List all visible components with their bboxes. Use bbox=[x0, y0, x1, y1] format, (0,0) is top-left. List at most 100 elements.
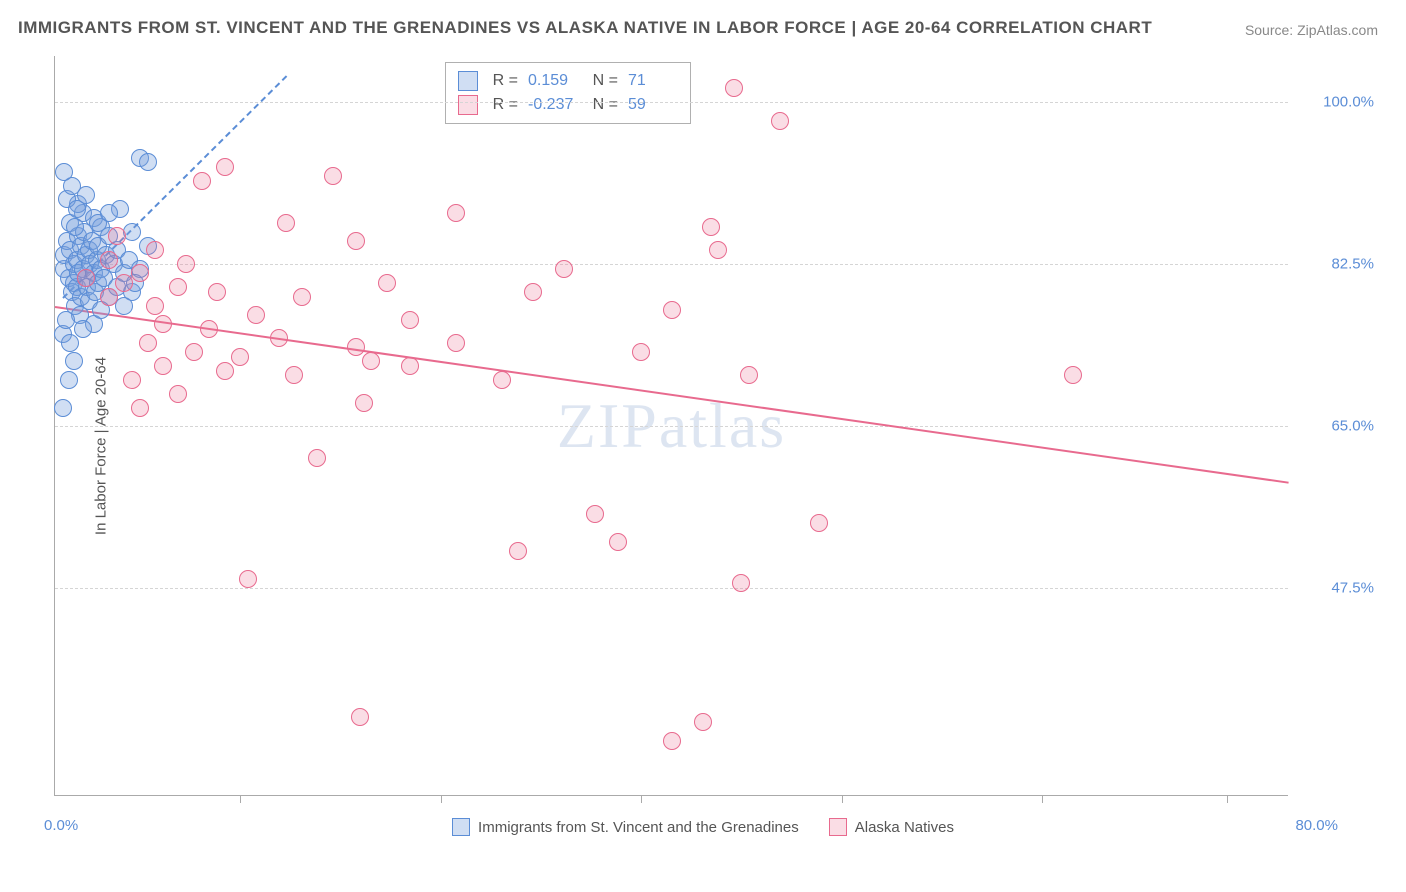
data-point bbox=[401, 311, 419, 329]
data-point bbox=[139, 334, 157, 352]
grid-line bbox=[55, 588, 1288, 589]
data-point bbox=[740, 366, 758, 384]
data-point bbox=[293, 288, 311, 306]
y-tick-label: 65.0% bbox=[1304, 418, 1374, 435]
data-point bbox=[139, 153, 157, 171]
grid-line bbox=[55, 102, 1288, 103]
data-point bbox=[702, 218, 720, 236]
data-point bbox=[324, 167, 342, 185]
data-point bbox=[694, 713, 712, 731]
data-point bbox=[169, 385, 187, 403]
data-point bbox=[61, 334, 79, 352]
stats-legend-box: R = 0.159 N = 71 R = -0.237 N = 59 bbox=[445, 62, 691, 124]
trend-line bbox=[55, 306, 1289, 484]
n-label: N = bbox=[588, 72, 618, 90]
data-point bbox=[216, 158, 234, 176]
data-point bbox=[77, 269, 95, 287]
data-point bbox=[609, 533, 627, 551]
data-point bbox=[401, 357, 419, 375]
n-value: 71 bbox=[628, 72, 678, 90]
data-point bbox=[351, 708, 369, 726]
plot-area: ZIPatlas R =0.159N =71R =-0.237N =59 47.… bbox=[54, 56, 1288, 796]
data-point bbox=[810, 514, 828, 532]
data-point bbox=[54, 399, 72, 417]
data-point bbox=[355, 394, 373, 412]
data-point bbox=[493, 371, 511, 389]
data-point bbox=[732, 574, 750, 592]
data-point bbox=[277, 214, 295, 232]
data-point bbox=[169, 278, 187, 296]
legend-label: Alaska Natives bbox=[855, 819, 954, 836]
legend-swatch bbox=[829, 818, 847, 836]
data-point bbox=[663, 732, 681, 750]
data-point bbox=[239, 570, 257, 588]
stats-row: R = -0.237 N = 59 bbox=[458, 93, 678, 117]
data-point bbox=[285, 366, 303, 384]
data-point bbox=[68, 200, 86, 218]
data-point bbox=[663, 301, 681, 319]
data-point bbox=[586, 505, 604, 523]
bottom-legend: Immigrants from St. Vincent and the Gren… bbox=[0, 818, 1406, 836]
chart-container: IMMIGRANTS FROM ST. VINCENT AND THE GREN… bbox=[0, 0, 1406, 892]
data-point bbox=[308, 449, 326, 467]
data-point bbox=[55, 163, 73, 181]
data-point bbox=[347, 232, 365, 250]
grid-line bbox=[55, 426, 1288, 427]
legend-item: Immigrants from St. Vincent and the Gren… bbox=[452, 818, 799, 836]
data-point bbox=[555, 260, 573, 278]
grid-line bbox=[55, 264, 1288, 265]
data-point bbox=[447, 204, 465, 222]
data-point bbox=[378, 274, 396, 292]
r-label: R = bbox=[488, 96, 518, 114]
data-point bbox=[108, 227, 126, 245]
data-point bbox=[65, 352, 83, 370]
data-point bbox=[146, 241, 164, 259]
source-attribution: Source: ZipAtlas.com bbox=[1245, 22, 1378, 38]
data-point bbox=[771, 112, 789, 130]
data-point bbox=[524, 283, 542, 301]
x-tick bbox=[842, 795, 843, 803]
x-tick bbox=[1227, 795, 1228, 803]
r-value: -0.237 bbox=[528, 96, 578, 114]
n-value: 59 bbox=[628, 96, 678, 114]
y-tick-label: 100.0% bbox=[1304, 94, 1374, 111]
data-point bbox=[185, 343, 203, 361]
data-point bbox=[247, 306, 265, 324]
y-tick-label: 47.5% bbox=[1304, 579, 1374, 596]
data-point bbox=[362, 352, 380, 370]
data-point bbox=[131, 399, 149, 417]
data-point bbox=[60, 371, 78, 389]
data-point bbox=[123, 371, 141, 389]
data-point bbox=[216, 362, 234, 380]
r-value: 0.159 bbox=[528, 72, 578, 90]
data-point bbox=[347, 338, 365, 356]
y-tick-label: 82.5% bbox=[1304, 256, 1374, 273]
legend-label: Immigrants from St. Vincent and the Gren… bbox=[478, 819, 799, 836]
data-point bbox=[725, 79, 743, 97]
x-tick bbox=[1042, 795, 1043, 803]
chart-title: IMMIGRANTS FROM ST. VINCENT AND THE GREN… bbox=[18, 18, 1152, 38]
data-point bbox=[632, 343, 650, 361]
data-point bbox=[200, 320, 218, 338]
legend-item: Alaska Natives bbox=[829, 818, 954, 836]
data-point bbox=[709, 241, 727, 259]
data-point bbox=[66, 218, 84, 236]
data-point bbox=[154, 315, 172, 333]
data-point bbox=[177, 255, 195, 273]
data-point bbox=[115, 297, 133, 315]
x-tick bbox=[240, 795, 241, 803]
data-point bbox=[100, 288, 118, 306]
data-point bbox=[100, 204, 118, 222]
x-tick bbox=[641, 795, 642, 803]
data-point bbox=[123, 223, 141, 241]
series-swatch bbox=[458, 71, 478, 91]
data-point bbox=[193, 172, 211, 190]
n-label: N = bbox=[588, 96, 618, 114]
data-point bbox=[1064, 366, 1082, 384]
data-point bbox=[131, 264, 149, 282]
r-label: R = bbox=[488, 72, 518, 90]
data-point bbox=[231, 348, 249, 366]
data-point bbox=[154, 357, 172, 375]
data-point bbox=[208, 283, 226, 301]
data-point bbox=[74, 320, 92, 338]
